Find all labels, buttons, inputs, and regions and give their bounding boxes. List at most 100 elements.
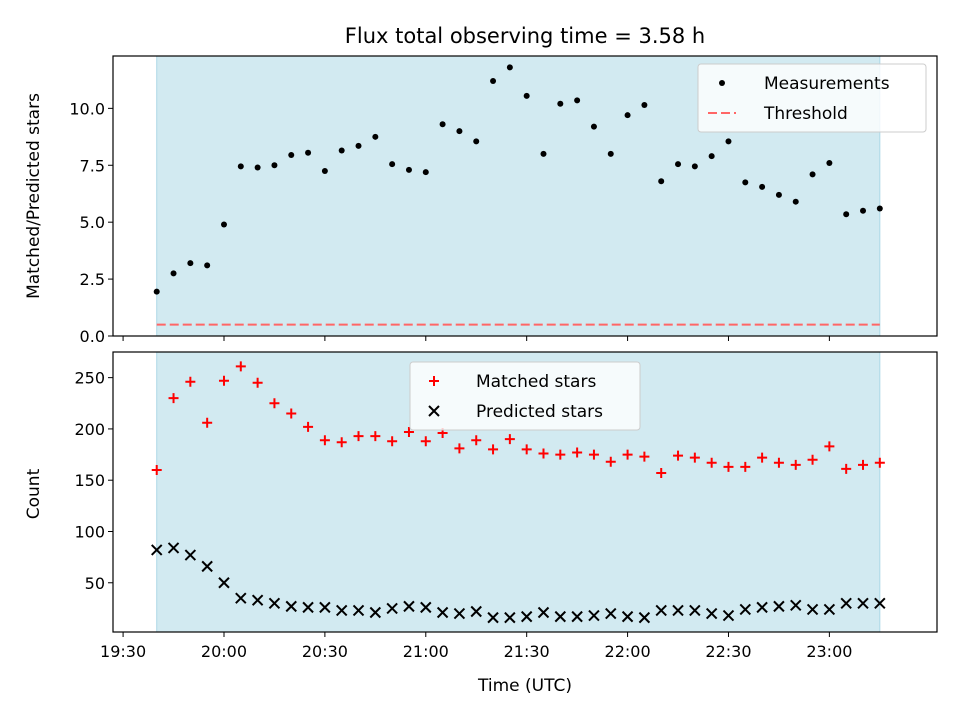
y-tick-label: 250 <box>74 369 105 388</box>
data-point <box>285 600 297 613</box>
data-point <box>504 434 515 445</box>
data-point <box>756 601 768 614</box>
data-point <box>860 207 867 214</box>
data-point <box>422 169 429 176</box>
bottom-y-axis-label: Count <box>24 468 44 519</box>
data-point <box>706 457 717 468</box>
data-point <box>554 610 567 623</box>
data-point <box>809 171 816 178</box>
data-point <box>220 221 227 228</box>
data-point <box>858 459 869 470</box>
data-point <box>151 464 162 475</box>
data-point <box>537 606 550 619</box>
data-point <box>590 123 597 130</box>
data-point <box>588 449 599 460</box>
data-point <box>638 611 651 624</box>
data-point <box>403 427 414 437</box>
data-point <box>673 450 684 461</box>
data-point <box>470 605 482 618</box>
data-point <box>352 604 365 617</box>
x-tick-label: 21:00 <box>403 642 449 661</box>
data-point <box>876 205 883 212</box>
data-point <box>237 163 244 170</box>
data-point <box>742 179 749 186</box>
data-point <box>725 138 732 145</box>
data-point <box>321 167 328 174</box>
legend-entry-label: Measurements <box>764 74 890 94</box>
data-point <box>639 451 650 462</box>
data-point <box>792 198 799 205</box>
top-y-axis-label: Matched/Predicted stars <box>24 93 44 299</box>
data-point <box>520 610 533 623</box>
data-point <box>389 161 396 168</box>
x-tick-label: 23:00 <box>806 642 852 661</box>
data-point <box>523 92 530 99</box>
y-tick-label: 100 <box>74 522 105 541</box>
data-point <box>218 375 229 386</box>
x-tick-label: 20:00 <box>201 642 247 661</box>
data-point <box>303 421 314 432</box>
data-point <box>436 606 449 619</box>
data-point <box>824 441 835 452</box>
data-point <box>574 97 581 104</box>
data-point <box>540 150 547 157</box>
data-point <box>624 112 631 119</box>
data-point <box>826 159 833 166</box>
data-point <box>353 431 364 442</box>
data-point <box>840 597 852 609</box>
data-point <box>254 164 261 171</box>
x-tick-label: 19:30 <box>100 642 146 661</box>
data-point <box>621 610 634 623</box>
data-point <box>305 149 312 156</box>
data-point <box>286 408 297 419</box>
data-point <box>874 597 886 609</box>
data-point <box>439 121 446 128</box>
data-point <box>504 611 516 624</box>
data-point <box>338 147 345 154</box>
top-panel: 0.0 2.5 5.0 7.5 10.0 Measurements Threshold <box>69 55 938 346</box>
data-point <box>622 449 633 460</box>
data-point <box>656 468 667 479</box>
data-point <box>705 607 718 620</box>
data-point <box>874 457 885 468</box>
x-tick-label: 22:30 <box>705 642 751 661</box>
data-point <box>454 443 465 454</box>
data-point <box>773 600 785 613</box>
data-point <box>235 361 246 372</box>
x-tick-label: 20:30 <box>302 642 348 661</box>
data-point <box>271 162 278 169</box>
data-point <box>204 262 211 269</box>
data-point <box>641 101 648 108</box>
data-point <box>336 437 347 448</box>
legend-entry-label: Predicted stars <box>476 402 603 422</box>
data-point <box>722 609 735 622</box>
data-point <box>655 604 667 617</box>
data-point <box>184 549 197 561</box>
data-point <box>251 594 264 606</box>
data-point <box>473 138 480 145</box>
data-point <box>153 288 160 295</box>
x-tick-label: 21:30 <box>504 642 550 661</box>
data-point <box>403 600 415 613</box>
data-point <box>857 597 869 609</box>
data-point <box>202 417 213 428</box>
data-point <box>167 542 180 554</box>
data-point <box>288 152 295 159</box>
data-point <box>490 78 497 85</box>
data-point <box>571 610 583 623</box>
data-point <box>555 449 566 460</box>
data-point <box>605 607 617 620</box>
data-point <box>487 611 499 624</box>
data-point <box>269 398 280 409</box>
data-point <box>572 447 583 458</box>
y-tick-label: 150 <box>74 471 105 490</box>
data-point <box>557 100 564 107</box>
data-point <box>201 560 213 573</box>
legend-box <box>697 63 927 133</box>
data-point <box>841 463 852 474</box>
y-tick-label: 0.0 <box>80 327 105 346</box>
data-point <box>370 431 381 442</box>
data-point <box>689 452 700 463</box>
legend-box <box>409 361 641 431</box>
data-point <box>740 461 751 472</box>
